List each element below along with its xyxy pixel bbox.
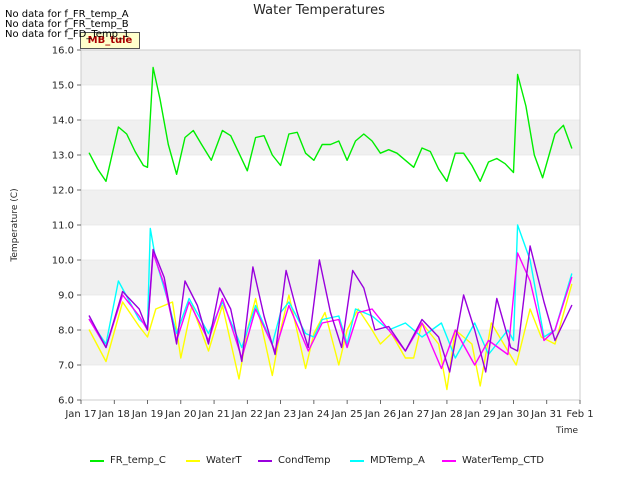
grid-band — [81, 190, 580, 225]
y-tick-label: 12.0 — [52, 186, 74, 197]
x-tick-label: Jan 28 — [430, 409, 462, 420]
x-tick-label: Jan 31 — [530, 409, 562, 420]
legend-swatch — [258, 460, 272, 462]
grid-band — [81, 120, 580, 155]
series-lines — [88, 66, 573, 391]
legend-label: FR_temp_C — [110, 455, 166, 466]
x-tick-label: Jan 17 — [64, 409, 96, 420]
legend-swatch — [350, 460, 364, 462]
x-tick-label: Jan 19 — [131, 409, 163, 420]
series-line-condtemp — [88, 245, 573, 373]
x-tick-label: Jan 21 — [197, 409, 229, 420]
legend-label: MDTemp_A — [370, 455, 425, 466]
nodata-message-1: No data for f_FR_temp_A — [5, 9, 129, 20]
grid-band — [81, 50, 580, 85]
y-tick-label: 7.0 — [58, 361, 74, 372]
y-tick-label: 8.0 — [58, 326, 74, 337]
x-tick-label: Jan 26 — [364, 409, 396, 420]
legend-label: CondTemp — [278, 455, 331, 466]
y-tick-label: 6.0 — [58, 396, 74, 407]
grid-band — [81, 225, 580, 260]
legend-swatch — [442, 460, 456, 462]
x-tick-label: Jan 18 — [98, 409, 130, 420]
y-tick-label: 14.0 — [52, 116, 74, 127]
chart-title: Water Temperatures — [253, 3, 385, 18]
x-tick-label: Jan 29 — [464, 409, 496, 420]
x-axis-title: Time — [555, 426, 578, 436]
nodata-message-2: No data for f_FR_temp_B — [5, 19, 129, 30]
y-axis-title: Temperature (C) — [10, 188, 20, 262]
grid-band — [81, 85, 580, 120]
x-tick-label: Jan 25 — [330, 409, 362, 420]
legend-swatch — [186, 460, 200, 462]
grid-band — [81, 260, 580, 295]
grid-band — [81, 365, 580, 400]
legend-label: WaterT — [206, 455, 242, 466]
legend-label: WaterTemp_CTD — [462, 455, 545, 466]
x-tick-label: Feb 1 — [566, 409, 593, 420]
x-tick-label: Jan 27 — [397, 409, 429, 420]
grid-band — [81, 155, 580, 190]
y-tick-label: 9.0 — [58, 291, 74, 302]
legend-swatch — [90, 460, 104, 462]
series-line-fr-temp-c — [88, 66, 573, 183]
nodata-message-3: No data for f_FD_Temp_1 — [5, 29, 130, 40]
site-badge: MB_tule — [80, 32, 140, 49]
series-line-watertemp-ctd — [88, 252, 573, 370]
y-tick-label: 10.0 — [52, 256, 74, 267]
y-tick-label: 15.0 — [52, 81, 74, 92]
x-tick-label: Jan 24 — [297, 409, 329, 420]
y-tick-label: 16.0 — [52, 46, 74, 57]
x-tick-label: Jan 30 — [497, 409, 529, 420]
x-axis-ticks: Jan 17 Jan 18 Jan 19 Jan 20 Jan 21 Jan 22 Jan … — [64, 400, 594, 420]
y-tick-label: 11.0 — [52, 221, 74, 232]
y-tick-label: 13.0 — [52, 151, 74, 162]
x-tick-label: Jan 20 — [164, 409, 196, 420]
x-tick-label: Jan 23 — [264, 409, 296, 420]
x-tick-label: Jan 22 — [231, 409, 263, 420]
y-axis-ticks: 6.0 7.0 8.0 9.0 10.0 11.0 12.0 13.0 14.0 15.0 16.0 — [52, 46, 81, 407]
legend: FR_temp_C WaterT CondTemp MDTemp_A Water… — [0, 452, 640, 470]
